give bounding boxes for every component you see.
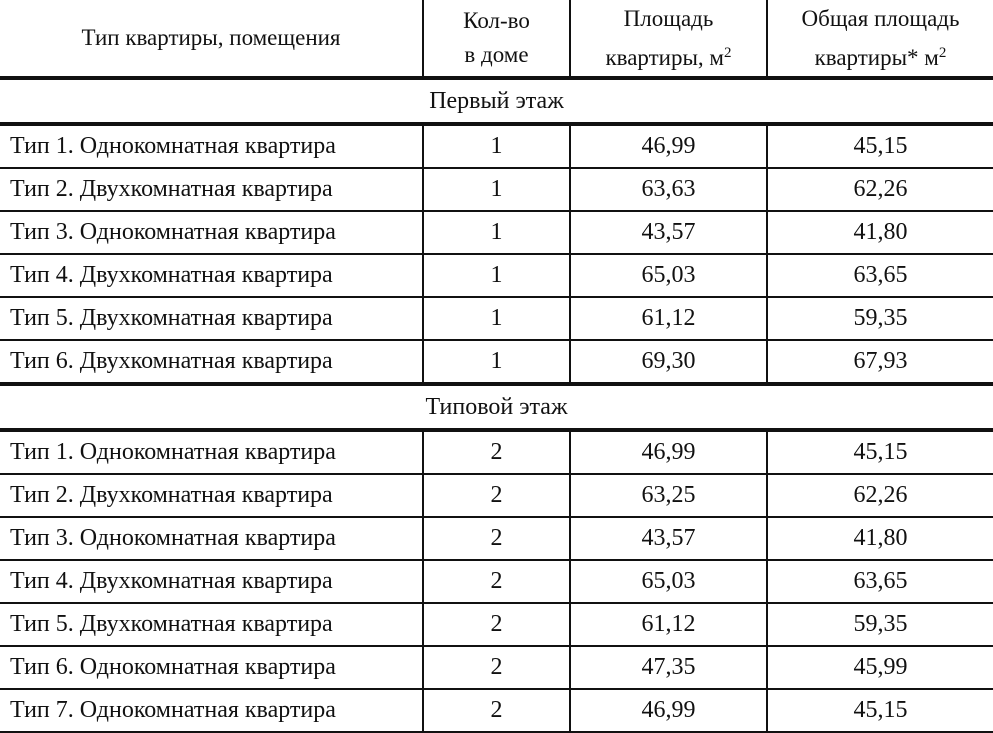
cell-count: 1	[422, 296, 570, 341]
cell-total-area: 41,80	[766, 516, 993, 561]
cell-apartment-type: Тип 2. Двухкомнатная квартира	[0, 167, 423, 212]
cell-count: 2	[422, 516, 570, 561]
table-row: Тип 6. Двухкомнатная квартира 1 69,30 67,93	[0, 339, 993, 385]
cell-apartment-type: Тип 3. Однокомнатная квартира	[0, 210, 423, 255]
cell-count: 2	[422, 602, 570, 647]
cell-apartment-type: Тип 6. Однокомнатная квартира	[0, 645, 423, 690]
cell-apartment-area: 61,12	[569, 602, 767, 647]
cell-count: 1	[422, 210, 570, 255]
table-row: Тип 5. Двухкомнатная квартира 1 61,12 59,35	[0, 296, 993, 341]
cell-apartment-area: 69,30	[569, 339, 767, 385]
cell-apartment-area: 63,63	[569, 167, 767, 212]
cell-apartment-area: 46,99	[569, 688, 767, 733]
header-text: Тип квартиры, помещения	[81, 25, 341, 50]
cell-count: 1	[422, 339, 570, 385]
cell-apartment-type: Тип 5. Двухкомнатная квартира	[0, 296, 423, 341]
cell-total-area: 59,35	[766, 602, 993, 647]
cell-apartment-type: Тип 4. Двухкомнатная квартира	[0, 253, 423, 298]
header-count: Кол-во в доме	[422, 0, 570, 80]
cell-count: 2	[422, 429, 570, 475]
cell-count: 1	[422, 253, 570, 298]
cell-apartment-area: 46,99	[569, 123, 767, 169]
header-text: Площадь	[623, 5, 714, 31]
cell-apartment-area: 43,57	[569, 210, 767, 255]
header-apartment-area: Площадь квартиры, м2	[569, 0, 767, 80]
header-total-area: Общая площадь квартиры* м2	[766, 0, 993, 80]
table-row: Тип 1. Однокомнатная квартира 1 46,99 45,15	[0, 123, 993, 169]
cell-apartment-area: 43,57	[569, 516, 767, 561]
cell-apartment-type: Тип 5. Двухкомнатная квартира	[0, 602, 423, 647]
superscript: 2	[938, 44, 947, 61]
cell-total-area: 63,65	[766, 253, 993, 298]
table-header-row: Тип квартиры, помещения Кол-во в доме Пло…	[0, 0, 993, 80]
table-row: Тип 2. Двухкомнатная квартира 1 63,63 62,26	[0, 167, 993, 212]
cell-apartment-area: 63,25	[569, 473, 767, 518]
cell-total-area: 45,15	[766, 123, 993, 169]
cell-count: 2	[422, 688, 570, 733]
cell-apartment-type: Тип 7. Однокомнатная квартира	[0, 688, 423, 733]
superscript: 2	[724, 44, 732, 61]
table-row: Тип 6. Однокомнатная квартира 2 47,35 45,99	[0, 645, 993, 690]
cell-total-area: 67,93	[766, 339, 993, 385]
table-row: Тип 1. Однокомнатная квартира 2 46,99 45,15	[0, 429, 993, 475]
cell-apartment-area: 46,99	[569, 429, 767, 475]
table-row: Тип 4. Двухкомнатная квартира 1 65,03 63,65	[0, 253, 993, 298]
section-header-row: Первый этаж	[0, 77, 993, 126]
section-title: Первый этаж	[0, 77, 993, 126]
cell-apartment-type: Тип 1. Однокомнатная квартира	[0, 123, 423, 169]
header-text: квартиры, м	[605, 44, 724, 70]
cell-count: 1	[422, 123, 570, 169]
header-text: Общая площадь	[801, 5, 960, 31]
cell-apartment-area: 47,35	[569, 645, 767, 690]
section-title: Типовой этаж	[0, 382, 993, 432]
cell-total-area: 63,65	[766, 559, 993, 604]
cell-apartment-type: Тип 1. Однокомнатная квартира	[0, 429, 423, 475]
cell-apartment-type: Тип 4. Двухкомнатная квартира	[0, 559, 423, 604]
cell-total-area: 62,26	[766, 473, 993, 518]
cell-total-area: 59,35	[766, 296, 993, 341]
cell-apartment-area: 65,03	[569, 253, 767, 298]
cell-apartment-type: Тип 3. Однокомнатная квартира	[0, 516, 423, 561]
cell-apartment-type: Тип 2. Двухкомнатная квартира	[0, 473, 423, 518]
table-row: Тип 7. Однокомнатная квартира 2 46,99 45,15	[0, 688, 993, 733]
cell-apartment-area: 65,03	[569, 559, 767, 604]
cell-count: 2	[422, 645, 570, 690]
cell-total-area: 62,26	[766, 167, 993, 212]
header-apartment-type: Тип квартиры, помещения	[0, 0, 423, 80]
cell-count: 2	[422, 473, 570, 518]
cell-total-area: 45,15	[766, 688, 993, 733]
cell-apartment-type: Тип 6. Двухкомнатная квартира	[0, 339, 423, 385]
table-row: Тип 4. Двухкомнатная квартира 2 65,03 63,65	[0, 559, 993, 604]
header-text: в доме	[464, 42, 529, 67]
table-row: Тип 3. Однокомнатная квартира 2 43,57 41,80	[0, 516, 993, 561]
cell-total-area: 45,15	[766, 429, 993, 475]
table-row: Тип 5. Двухкомнатная квартира 2 61,12 59,35	[0, 602, 993, 647]
section-header-row: Типовой этаж	[0, 382, 993, 432]
table-row: Тип 2. Двухкомнатная квартира 2 63,25 62,26	[0, 473, 993, 518]
cell-count: 2	[422, 559, 570, 604]
header-text: Кол-во	[463, 8, 530, 33]
cell-total-area: 45,99	[766, 645, 993, 690]
table-row: Тип 3. Однокомнатная квартира 1 43,57 41,80	[0, 210, 993, 255]
header-text: квартиры* м	[814, 44, 939, 70]
cell-apartment-area: 61,12	[569, 296, 767, 341]
cell-count: 1	[422, 167, 570, 212]
cell-total-area: 41,80	[766, 210, 993, 255]
